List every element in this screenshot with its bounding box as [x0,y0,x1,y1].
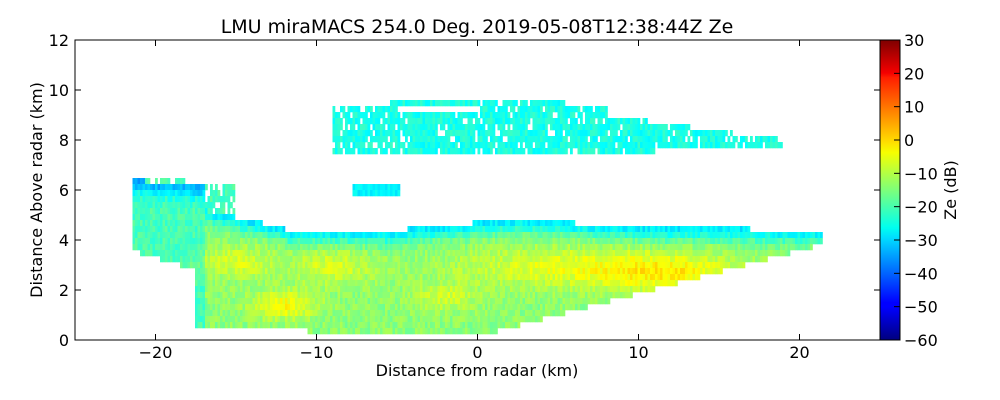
colorbar-tick-label: −10 [904,164,938,183]
ze-heatmap [132,100,823,335]
y-tick-label: 2 [59,281,69,300]
x-tick-label: −10 [300,343,334,362]
y-tick-label: 8 [59,131,69,150]
y-axis-label: Distance Above radar (km) [27,82,46,298]
chart-title: LMU miraMACS 254.0 Deg. 2019-05-08T12:38… [221,16,734,38]
colorbar-tick-label: −20 [904,198,938,217]
x-tick-label: 10 [628,343,648,362]
y-axis: 0 2 4 6 8 10 12 [49,31,880,350]
colorbar-tick-label: −50 [904,298,938,317]
y-tick-label: 4 [59,231,69,250]
colorbar-tick-label: 30 [904,31,924,50]
colorbar-ticks: 30 20 10 0 −10 −20 −30 −40 −50 −60 [894,31,938,350]
colorbar-tick-label: −60 [904,331,938,350]
colorbar-tick-label: −40 [904,264,938,283]
colorbar-label: Ze (dB) [941,160,960,220]
y-tick-label: 6 [59,181,69,200]
x-tick-label: 20 [789,343,809,362]
x-tick-label: −20 [139,343,173,362]
y-tick-label: 10 [49,81,69,100]
colorbar-tick-label: 0 [904,131,914,150]
colorbar-tick-label: 20 [904,64,924,83]
colorbar-tick-label: −30 [904,231,938,250]
y-tick-label: 12 [49,31,69,50]
x-tick-label: 0 [472,343,482,362]
y-tick-label: 0 [59,331,69,350]
colorbar-tick-label: 10 [904,98,924,117]
colorbar [879,39,901,341]
x-axis-label: Distance from radar (km) [376,361,579,380]
x-axis: −20 −10 0 10 20 [139,40,810,362]
